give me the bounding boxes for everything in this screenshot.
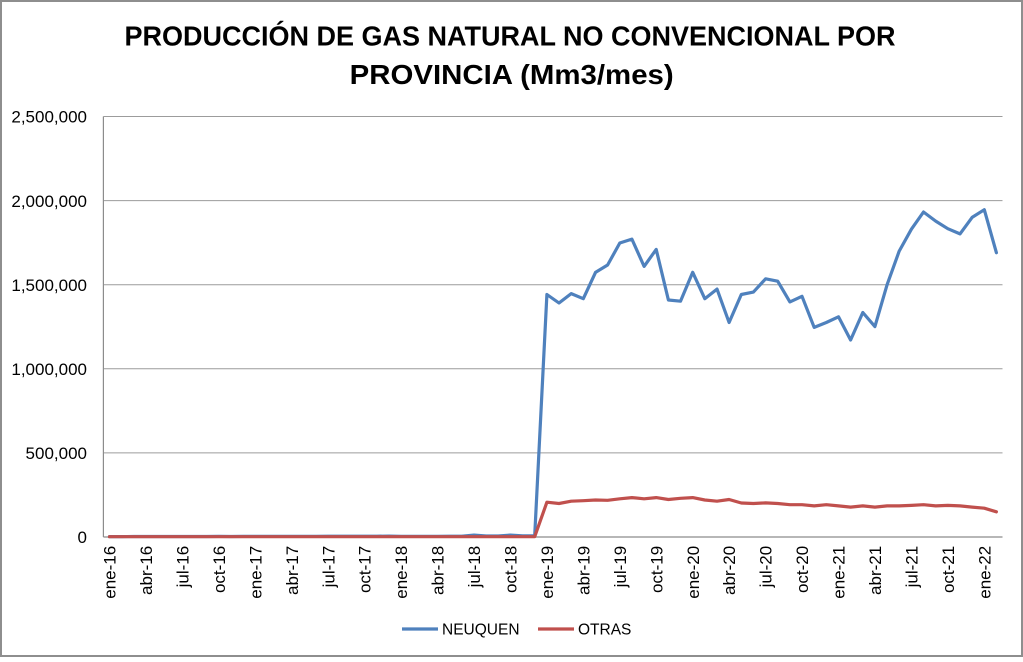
svg-text:abr-16: abr-16 xyxy=(137,546,156,595)
svg-text:ene-21: ene-21 xyxy=(830,546,849,599)
svg-text:abr-17: abr-17 xyxy=(283,546,302,595)
svg-text:PROVINCIA (Mm3/mes): PROVINCIA (Mm3/mes) xyxy=(350,59,674,90)
svg-text:oct-20: oct-20 xyxy=(793,546,812,593)
svg-text:oct-16: oct-16 xyxy=(210,546,229,593)
svg-text:oct-21: oct-21 xyxy=(939,546,958,593)
svg-text:2,500,000: 2,500,000 xyxy=(11,108,87,127)
svg-text:abr-18: abr-18 xyxy=(429,546,448,595)
svg-text:ene-22: ene-22 xyxy=(975,546,994,599)
svg-text:oct-17: oct-17 xyxy=(356,546,375,593)
svg-text:jul-20: jul-20 xyxy=(757,546,776,589)
svg-text:ene-17: ene-17 xyxy=(246,546,265,599)
svg-text:jul-18: jul-18 xyxy=(465,546,484,589)
svg-text:jul-19: jul-19 xyxy=(611,546,630,589)
svg-text:500,000: 500,000 xyxy=(26,444,87,463)
svg-text:jul-21: jul-21 xyxy=(903,546,922,589)
svg-text:ene-19: ene-19 xyxy=(538,546,557,599)
svg-text:1,000,000: 1,000,000 xyxy=(11,360,87,379)
svg-text:jul-16: jul-16 xyxy=(174,546,193,589)
svg-text:abr-20: abr-20 xyxy=(720,546,739,595)
svg-text:0: 0 xyxy=(78,528,87,547)
svg-text:ene-16: ene-16 xyxy=(101,546,120,599)
svg-text:ene-18: ene-18 xyxy=(392,546,411,599)
svg-text:oct-18: oct-18 xyxy=(502,546,521,593)
svg-text:OTRAS: OTRAS xyxy=(578,622,631,639)
svg-text:1,500,000: 1,500,000 xyxy=(11,276,87,295)
svg-text:oct-19: oct-19 xyxy=(647,546,666,593)
svg-text:abr-19: abr-19 xyxy=(574,546,593,595)
svg-text:PRODUCCIÓN DE GAS NATURAL NO C: PRODUCCIÓN DE GAS NATURAL NO CONVENCIONA… xyxy=(125,20,896,51)
svg-text:2,000,000: 2,000,000 xyxy=(11,192,87,211)
svg-text:ene-20: ene-20 xyxy=(684,546,703,599)
svg-text:jul-17: jul-17 xyxy=(319,546,338,589)
svg-text:NEUQUEN: NEUQUEN xyxy=(442,622,520,639)
svg-text:abr-21: abr-21 xyxy=(866,546,885,595)
